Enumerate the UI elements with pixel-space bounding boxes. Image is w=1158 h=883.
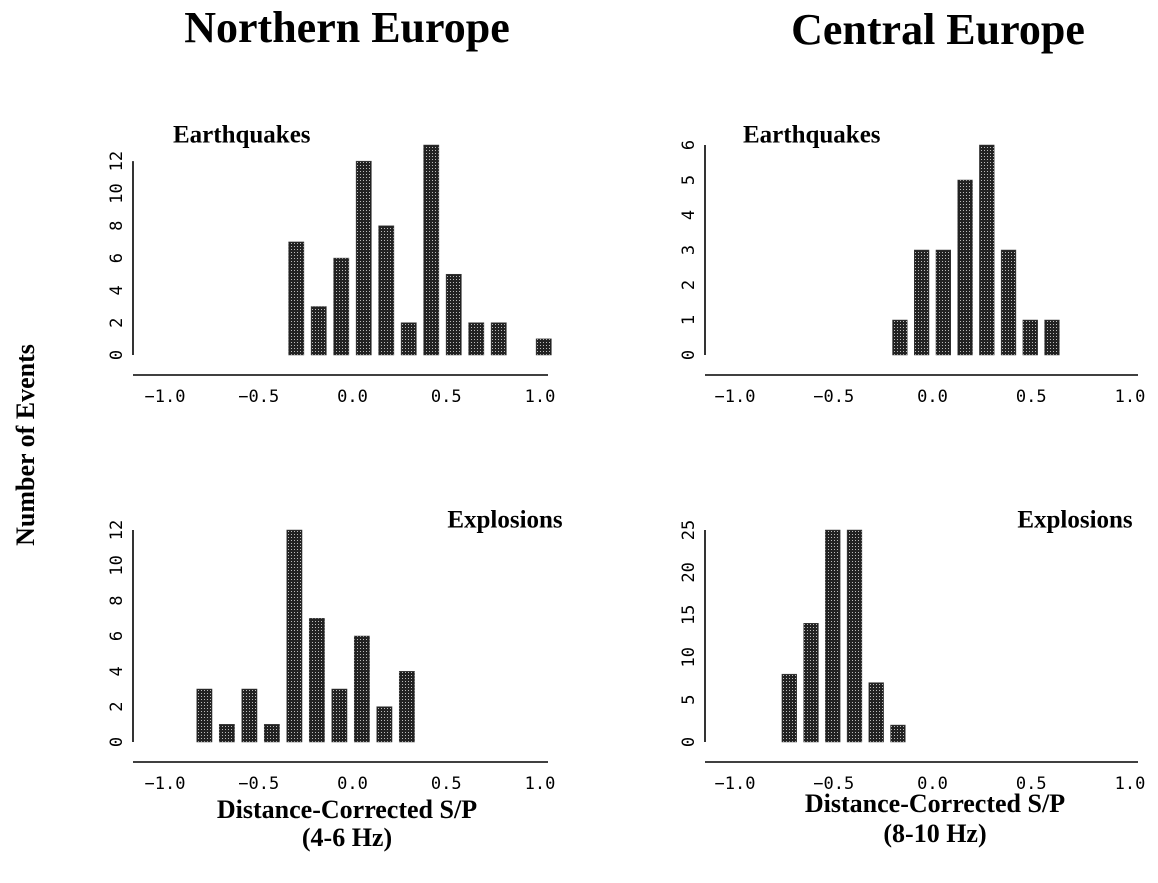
y-tick-label: 0 xyxy=(679,737,699,747)
y-tick-label: 6 xyxy=(679,140,699,150)
x-tick-label: 0.0 xyxy=(917,774,948,794)
y-tick-label: 10 xyxy=(107,183,127,203)
bar xyxy=(288,241,305,356)
x-tick-label: −0.5 xyxy=(238,387,279,407)
bar xyxy=(935,249,951,356)
x-tick-label: −1.0 xyxy=(145,387,186,407)
bar xyxy=(218,724,235,743)
bar xyxy=(355,160,372,356)
y-axis-label: Number of Events xyxy=(11,344,40,546)
y-tick-label: 0 xyxy=(679,350,699,360)
y-tick-label: 0 xyxy=(107,737,127,747)
y-tick-label: 10 xyxy=(679,647,699,667)
x-tick-label: 1.0 xyxy=(1115,387,1146,407)
bar xyxy=(400,322,417,356)
x-tick-label: 0.5 xyxy=(431,774,462,794)
bar xyxy=(490,322,507,356)
bar xyxy=(468,322,485,356)
bar xyxy=(310,306,327,356)
x-tick-label: 1.0 xyxy=(525,387,556,407)
bar xyxy=(445,273,462,356)
bar xyxy=(890,724,906,743)
y-tick-label: 2 xyxy=(107,702,127,712)
panel-title: Earthquakes xyxy=(743,122,881,149)
bar xyxy=(286,529,303,743)
x-tick-label: 1.0 xyxy=(525,774,556,794)
bar xyxy=(263,724,280,743)
bar xyxy=(378,225,395,356)
bar xyxy=(535,338,552,356)
bar xyxy=(1044,319,1060,356)
bar xyxy=(1000,249,1017,356)
bar xyxy=(423,144,440,356)
bar xyxy=(781,673,797,743)
x-tick-label: −0.5 xyxy=(813,387,854,407)
x-tick-label: −1.0 xyxy=(715,387,756,407)
panel-title: Explosions xyxy=(447,507,563,534)
y-tick-label: 5 xyxy=(679,175,699,185)
y-tick-label: 10 xyxy=(107,555,127,575)
bar xyxy=(241,688,258,743)
y-tick-label: 15 xyxy=(679,605,699,625)
bar xyxy=(803,623,819,743)
bar xyxy=(914,249,930,356)
y-tick-label: 6 xyxy=(107,631,127,641)
x-tick-label: 0.0 xyxy=(917,387,948,407)
bar xyxy=(979,144,995,356)
x-axis-label: Distance-Corrected S/P xyxy=(805,789,1065,818)
bar xyxy=(196,688,213,743)
x-axis-label: (8-10 Hz) xyxy=(883,819,986,848)
y-tick-label: 4 xyxy=(107,666,127,676)
y-tick-label: 12 xyxy=(107,520,127,540)
panel-title: Earthquakes xyxy=(173,122,311,149)
y-tick-label: 4 xyxy=(107,285,127,295)
x-tick-label: 0.5 xyxy=(1016,387,1047,407)
y-tick-label: 12 xyxy=(107,151,127,171)
x-axis-label: Distance-Corrected S/P xyxy=(217,795,477,824)
bar xyxy=(892,319,908,356)
bar xyxy=(1022,319,1038,356)
x-tick-label: 0.5 xyxy=(431,387,462,407)
x-tick-label: 1.0 xyxy=(1115,774,1146,794)
bar xyxy=(398,671,415,743)
x-tick-label: −0.5 xyxy=(238,774,279,794)
x-tick-label: −1.0 xyxy=(715,774,756,794)
y-tick-label: 5 xyxy=(679,694,699,704)
column-title: Northern Europe xyxy=(184,3,510,52)
x-tick-label: 0.0 xyxy=(337,774,368,794)
bar xyxy=(957,179,973,356)
panel-title: Explosions xyxy=(1017,507,1133,534)
y-tick-label: 1 xyxy=(679,315,699,325)
y-tick-label: 4 xyxy=(679,210,699,220)
y-tick-label: 3 xyxy=(679,245,699,255)
bar xyxy=(308,618,325,743)
bar xyxy=(333,257,350,356)
x-tick-label: −0.5 xyxy=(813,774,854,794)
y-tick-label: 25 xyxy=(679,520,699,540)
bar xyxy=(353,635,370,743)
y-tick-label: 20 xyxy=(679,562,699,582)
bar xyxy=(868,682,884,743)
x-tick-label: 0.0 xyxy=(337,387,368,407)
y-tick-label: 2 xyxy=(679,280,699,290)
x-tick-label: 0.5 xyxy=(1016,774,1047,794)
y-tick-label: 0 xyxy=(107,350,127,360)
y-tick-label: 8 xyxy=(107,596,127,606)
bar xyxy=(376,706,393,743)
y-tick-label: 2 xyxy=(107,318,127,328)
x-axis-label: (4-6 Hz) xyxy=(302,823,392,852)
bar xyxy=(846,529,863,743)
bar xyxy=(331,688,348,743)
y-tick-label: 6 xyxy=(107,253,127,263)
bar xyxy=(825,529,841,743)
y-tick-label: 8 xyxy=(107,221,127,231)
column-title: Central Europe xyxy=(791,5,1085,54)
x-tick-label: −1.0 xyxy=(145,774,186,794)
